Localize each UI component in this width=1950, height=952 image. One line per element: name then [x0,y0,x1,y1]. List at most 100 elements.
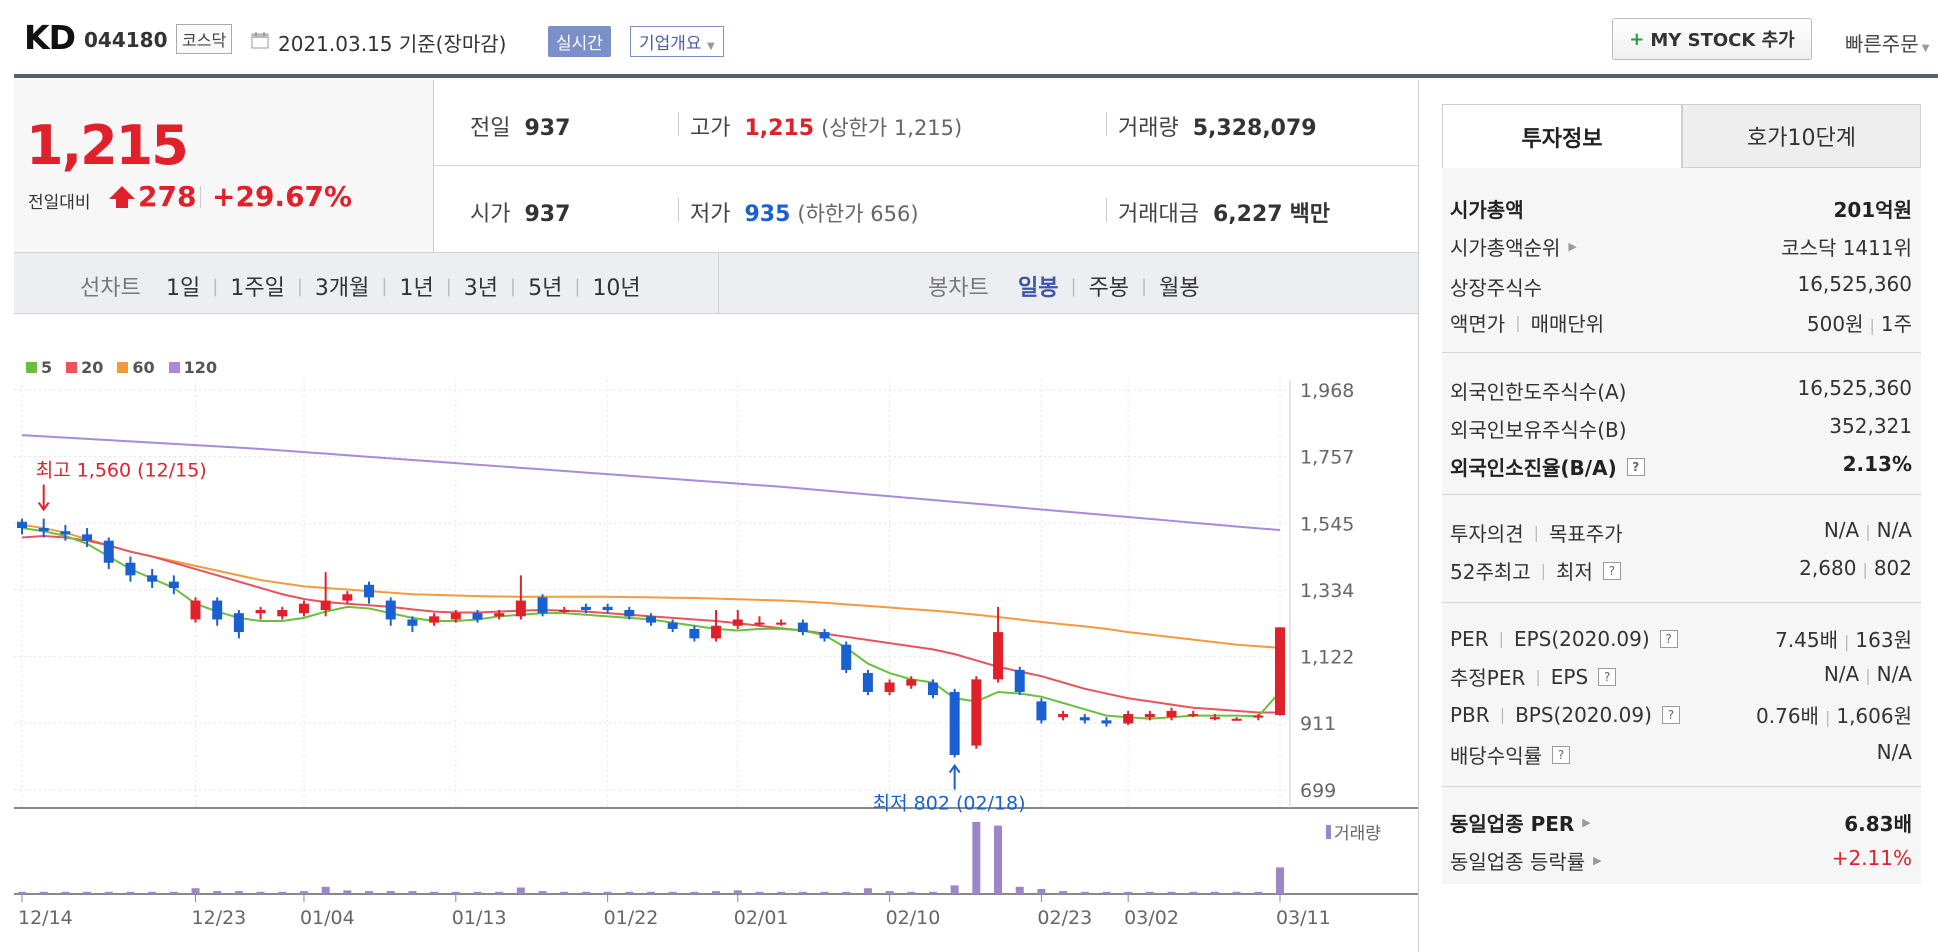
legend-item-ma60: 60 [117,358,155,377]
candle-body [1209,717,1220,720]
line-period-2[interactable]: 3개월 [314,276,370,301]
quick-order-button[interactable]: 빠른주문 ▼ [1845,28,1929,57]
help-icon[interactable]: ? [1626,457,1645,476]
mcap-rank-label: 시가총액순위 [1450,236,1561,260]
divider: | [1865,666,1871,685]
line-period-1[interactable]: 1주일 [230,276,285,301]
volume-bar [950,885,959,894]
divider [678,112,679,136]
stat-upper-limit: (상한가 1,215) [821,116,963,140]
company-overview-button[interactable]: 기업개요 ▼ [630,26,724,57]
candle-body [906,679,917,686]
candle-body [17,521,27,529]
ind-per-link[interactable]: 동일업종 PER ▶ [1450,808,1591,837]
divider: | [1865,522,1871,541]
bps-label: BPS(2020.09) [1515,702,1652,727]
line-period-list: 1일 | 1주일 | 3개월 | 1년 | 3년 | 5년 | 10년 [166,270,641,302]
candle-body [689,628,700,639]
plus-icon: + [1629,28,1645,50]
volume-bar [907,891,916,894]
volume-bar [885,891,894,894]
legend-item-ma120: 120 [168,358,217,377]
chevron-right-icon: ▶ [1593,854,1602,867]
x-tick-label: 01/13 [452,907,507,929]
divider [1442,494,1921,495]
chevron-right-icon: ▶ [1582,816,1591,829]
help-icon[interactable]: ? [1659,629,1678,648]
tab-hoga[interactable]: 호가10단계 [1682,104,1921,168]
line-period-6[interactable]: 10년 [592,276,641,301]
candle-body [472,613,483,620]
volume-bar [668,891,677,894]
info-row-eper: 추정PER | EPS? N/A | N/A [1450,662,1912,691]
div-label: 배당수익률 [1450,744,1542,768]
divider [200,186,201,208]
volume-bar [1210,891,1219,894]
stat-prev-value: 937 [524,116,571,141]
line-period-3[interactable]: 1년 [399,276,434,301]
candle-body [60,531,71,535]
volume-bar [365,891,374,894]
y-tick-label: 911 [1300,713,1336,735]
unit-value: 1주 [1880,312,1912,336]
volume-bar [1102,891,1111,894]
ind-per-label: 동일업종 PER [1450,812,1575,836]
per-value: 7.45배 [1775,628,1839,652]
help-icon[interactable]: ? [1598,667,1617,686]
stats-divider [434,165,1418,166]
candle-body [82,534,93,541]
volume-bar [581,891,590,894]
volume-bar [234,891,243,894]
volume-bar [1167,891,1176,894]
line-period-0[interactable]: 1일 [166,276,201,301]
help-icon[interactable]: ? [1661,705,1680,724]
volume-bar [1037,888,1046,894]
candle-body [993,632,1004,680]
divider: | [1533,523,1539,542]
candle-body [298,603,309,614]
legend-swatch [66,362,78,373]
price-chart[interactable]: 1,968 1,757 1,545 1,334 1,122 911 699 12/14 12/2… [0,0,1418,952]
volume-bar [148,891,157,894]
candle-body [1231,718,1242,721]
ind-rate-link[interactable]: 동일업종 등락률 ▶ [1450,846,1602,875]
volume-bar [820,891,829,894]
candle-body [754,622,765,625]
line-period-5[interactable]: 5년 [528,276,563,301]
candle-body [255,610,266,614]
stat-low-label: 저가 [690,202,731,227]
face-value: 500원 [1806,312,1864,336]
candle-body [971,679,982,746]
stat-high-label: 고가 [690,116,731,141]
candle-period-0[interactable]: 일봉 [1018,276,1059,301]
candle-body [841,644,852,670]
price-summary [14,80,434,252]
candle-body [1079,717,1090,721]
line-period-4[interactable]: 3년 [463,276,499,301]
candle-body [1101,720,1112,724]
candle-body [580,606,591,611]
foreign-ratio-label: 외국인소진율(B/A) [1450,456,1617,480]
y-tick-label: 1,334 [1300,580,1354,602]
candle-body [1166,710,1177,718]
mystock-add-button[interactable]: + MY STOCK 추가 [1612,18,1812,60]
volume-bar [321,886,330,894]
divider: | [510,275,517,297]
stat-low: 저가 935 (하한가 656) [690,196,919,228]
info-row-ind-per: 동일업종 PER ▶ 6.83배 [1450,808,1912,837]
help-icon[interactable]: ? [1552,745,1570,764]
candle-body [1253,715,1264,718]
tab-invest-info[interactable]: 투자정보 [1442,104,1682,168]
candle-period-2[interactable]: 월봉 [1159,276,1200,301]
candle-period-1[interactable]: 주봉 [1088,276,1130,301]
mcap-rank-link[interactable]: 시가총액순위 ▶ [1450,232,1577,261]
divider: | [1141,275,1148,297]
divider: | [1515,313,1521,332]
mcap-value: 201억원 [1833,198,1912,222]
divider: | [574,275,581,297]
help-icon[interactable]: ? [1602,561,1621,580]
opinion-value: N/A [1823,518,1860,542]
realtime-button[interactable]: 실시간 [548,26,611,57]
header-divider [14,74,1938,78]
w52-high-value: 2,680 [1799,556,1857,580]
